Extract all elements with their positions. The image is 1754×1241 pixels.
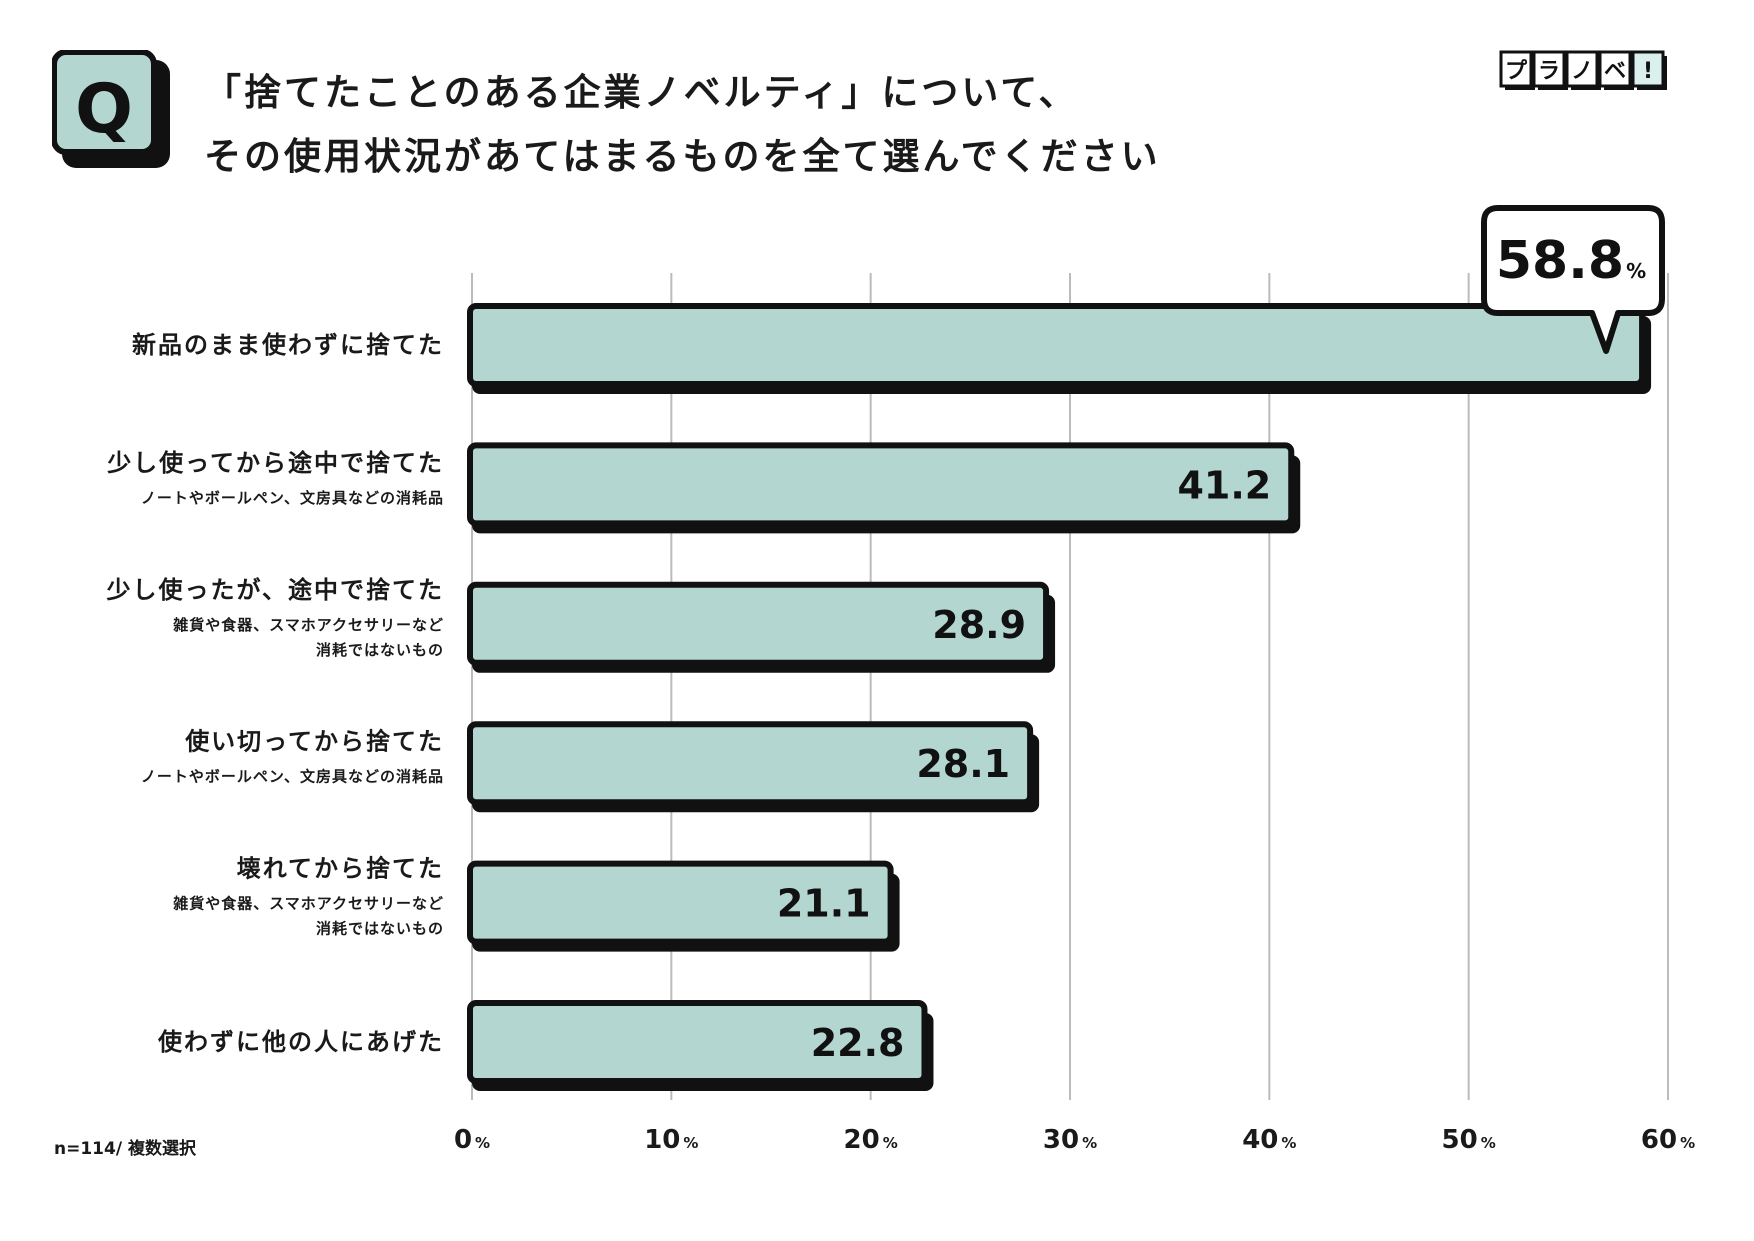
logo-char: ベ (1604, 59, 1626, 84)
bar: 22.8 (467, 1000, 934, 1091)
q-badge-icon: Q (52, 50, 170, 168)
bar-fill (467, 303, 1646, 387)
brand-logo: プラノベ! (1499, 50, 1667, 90)
category-label: 新品のまま使わずに捨てた (132, 331, 444, 359)
logo-char: ノ (1571, 59, 1593, 84)
grid-lines (471, 273, 1669, 1100)
logo-char: ! (1643, 59, 1653, 84)
bar-fill (467, 442, 1295, 527)
logo-char: プ (1505, 59, 1528, 84)
x-axis-ticks: 0% 10% 20% 30% 40% 50% 60% (454, 1125, 1695, 1155)
category-sub-label: 消耗ではないもの (316, 920, 444, 938)
callout-bubble: 58.8% (1481, 205, 1665, 354)
bar-fill (467, 721, 1034, 806)
logo-tile: ! (1631, 50, 1667, 90)
logo-tile: プ (1499, 50, 1535, 90)
question-title-line-2: その使用状況があてはまるものを全て選んでください (204, 135, 1161, 178)
bars: 41.2 28.9 28.1 21.1 22.8 (467, 303, 1652, 1091)
category-sub-label: 消耗ではないもの (316, 641, 444, 659)
logo-tile: ベ (1598, 50, 1634, 90)
logo-tile: ノ (1565, 50, 1601, 90)
x-tick-label: 60% (1641, 1125, 1695, 1155)
bar: 41.2 (467, 442, 1301, 534)
category-sub-label: 雑貨や食器、スマホアクセサリーなど (172, 895, 444, 913)
x-tick-label: 10% (644, 1125, 698, 1155)
bar-fill (467, 860, 894, 945)
category-main-label: 新品のまま使わずに捨てた (132, 331, 444, 359)
x-tick-label: 50% (1442, 1125, 1496, 1155)
category-sub-label: ノートやボールペン、文房具などの消耗品 (141, 768, 444, 786)
bar-fill (467, 581, 1050, 666)
category-label: 使わずに他の人にあげた (157, 1028, 444, 1056)
category-main-label: 使い切ってから捨てた (184, 728, 444, 756)
x-tick-label: 40% (1242, 1125, 1296, 1155)
q-badge-letter: Q (75, 70, 133, 149)
logo-char: ラ (1538, 59, 1560, 84)
category-main-label: 少し使ってから途中で捨てた (106, 449, 444, 477)
x-tick-label: 20% (844, 1125, 898, 1155)
x-tick-label: 30% (1043, 1125, 1097, 1155)
callout-value-label: 58.8% (1496, 231, 1646, 291)
x-tick-label: 0% (454, 1125, 490, 1155)
sample-size-note: n=114/ 複数選択 (54, 1139, 196, 1159)
bar: 21.1 (467, 860, 900, 952)
highlight-callout: 58.8% (1481, 205, 1665, 354)
bar (467, 303, 1652, 394)
bar-value-label: 28.9 (932, 603, 1026, 647)
logo-tile: ラ (1532, 50, 1568, 90)
bar: 28.9 (467, 581, 1056, 673)
bar-value-label: 22.8 (811, 1021, 905, 1065)
bar-value-label: 41.2 (1177, 463, 1271, 507)
bar-value-label: 28.1 (916, 742, 1010, 786)
bar: 28.1 (467, 721, 1040, 813)
bar-value-label: 21.1 (777, 882, 871, 926)
category-sub-label: 雑貨や食器、スマホアクセサリーなど (172, 616, 444, 634)
bar-fill (467, 1000, 928, 1084)
category-sub-label: ノートやボールペン、文房具などの消耗品 (141, 489, 444, 507)
category-main-label: 使わずに他の人にあげた (157, 1028, 444, 1056)
callout-shape (1481, 205, 1665, 354)
category-labels: 新品のまま使わずに捨てた少し使ってから途中で捨てたノートやボールペン、文房具など… (105, 331, 444, 1056)
category-main-label: 少し使ったが、途中で捨てた (105, 576, 444, 604)
question-title-line-1: 「捨てたことのある企業ノベルティ」について、 (204, 71, 1079, 114)
category-main-label: 壊れてから捨てた (237, 855, 444, 883)
